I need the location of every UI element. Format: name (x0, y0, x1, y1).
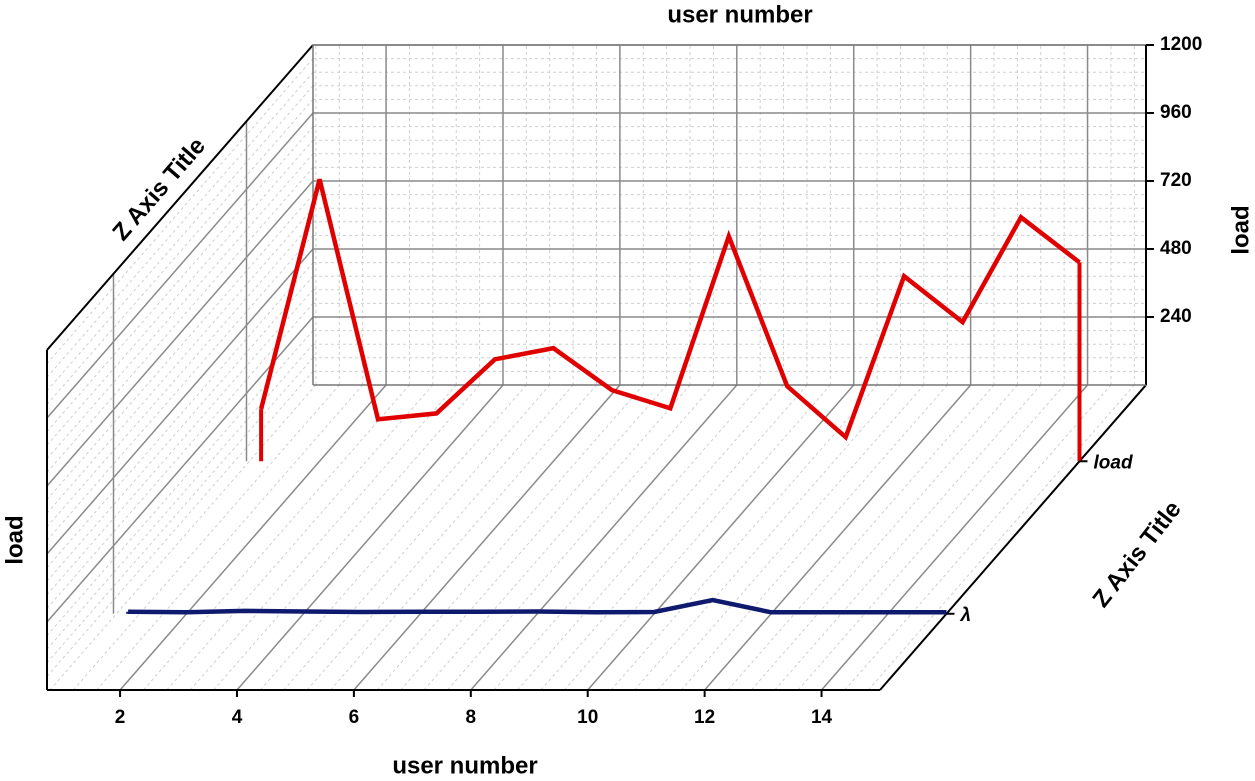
minor-grid (46, 167, 314, 473)
grid-line (236, 384, 504, 691)
x-tick-label: 4 (232, 707, 243, 728)
z-tick-label: λ (960, 605, 972, 626)
minor-grid (46, 289, 314, 596)
frame-edge (879, 384, 1147, 691)
minor-grid (634, 384, 901, 691)
grid-line (704, 384, 972, 691)
minor-grid (96, 384, 364, 691)
grid-line (820, 384, 1089, 691)
minor-grid (283, 384, 551, 691)
minor-grid (447, 384, 714, 691)
minor-grid (680, 384, 948, 691)
minor-grid (46, 207, 314, 514)
grid-line (46, 248, 314, 555)
minor-grid (844, 384, 1112, 691)
x-tick-label: 12 (694, 707, 715, 728)
minor-grid (330, 384, 597, 691)
minor-grid (46, 221, 314, 528)
minor-grid (49, 384, 317, 691)
minor-grid (46, 99, 314, 405)
y-tick-label: 240 (1160, 306, 1192, 327)
minor-grid (46, 357, 314, 664)
minor-grid (423, 384, 691, 691)
minor-grid (46, 262, 314, 568)
z-axis-title-right: Z Axis Title (1087, 496, 1186, 612)
minor-grid (46, 235, 314, 541)
minor-grid (563, 384, 831, 691)
minor-grid (46, 343, 314, 650)
minor-grid (46, 153, 314, 460)
minor-grid (46, 194, 314, 500)
minor-grid (400, 384, 668, 691)
x-axis-title: user number (392, 752, 537, 779)
x-tick-label: 2 (115, 707, 126, 728)
grid-line (46, 316, 314, 623)
y-tick-label: 1200 (1160, 34, 1202, 55)
minor-grid (259, 384, 527, 691)
series-line (128, 597, 947, 615)
minor-grid (46, 371, 314, 677)
minor-grid (306, 384, 574, 691)
grid-line (353, 384, 621, 691)
x-tick-label: 14 (811, 707, 833, 728)
minor-grid (517, 384, 784, 691)
frame-edge (46, 44, 314, 351)
minor-grid (46, 85, 314, 392)
minor-grid (46, 275, 314, 582)
minor-grid (727, 384, 995, 691)
minor-grid (751, 384, 1018, 691)
grid-line (119, 384, 387, 691)
minor-grid (46, 126, 314, 432)
x-tick-label: 8 (466, 707, 477, 728)
z-tick-label: load (1094, 452, 1133, 473)
minor-grid (797, 384, 1065, 691)
y-tick-label: 720 (1160, 170, 1192, 191)
minor-grid (189, 384, 457, 691)
minor-grid (376, 384, 644, 691)
grid-line (587, 384, 855, 691)
grid-line (46, 112, 314, 419)
minor-grid (774, 384, 1042, 691)
minor-grid (540, 384, 808, 691)
z-axis-title: Z Axis Title (107, 133, 211, 246)
grid-line (470, 384, 738, 691)
grid-line (46, 180, 314, 487)
minor-grid (213, 384, 480, 691)
minor-grid (610, 384, 878, 691)
y-tick-label: 960 (1160, 102, 1192, 123)
minor-grid (46, 139, 314, 446)
minor-grid (72, 384, 340, 691)
minor-grid (143, 384, 410, 691)
x-tick-label: 6 (349, 707, 360, 728)
y-axis-title: load (1, 515, 28, 564)
minor-grid (46, 58, 314, 364)
x-tick-label: 10 (577, 707, 598, 728)
minor-grid (46, 71, 314, 378)
minor-grid (867, 384, 1135, 691)
right-axis-title: load (1227, 205, 1254, 254)
minor-grid (657, 384, 925, 691)
minor-grid (166, 384, 434, 691)
minor-grid (46, 303, 314, 609)
minor-grid (493, 384, 761, 691)
top-axis-title: user number (667, 1, 812, 28)
series-line (258, 178, 1081, 442)
y-tick-label: 480 (1160, 238, 1192, 259)
minor-grid (46, 330, 314, 636)
